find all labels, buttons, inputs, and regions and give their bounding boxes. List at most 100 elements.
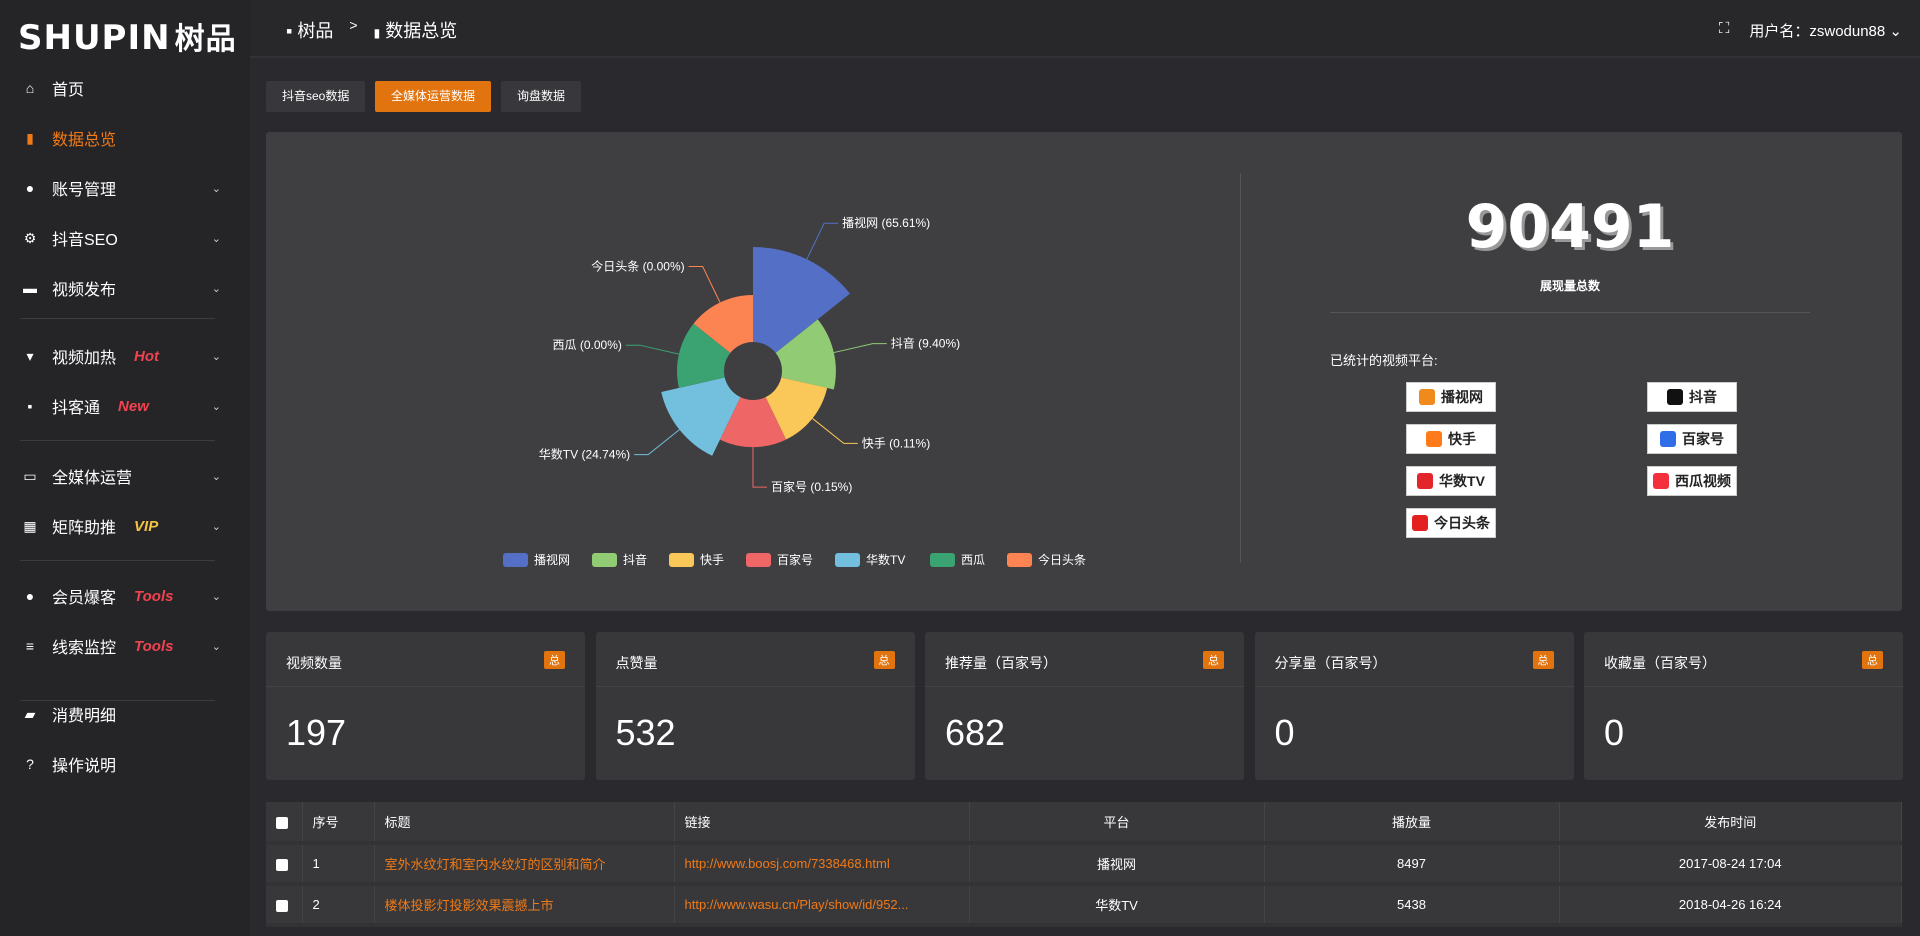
slice-label: 华数TV (24.74%) [539,447,630,462]
sidebar-item[interactable]: ▪ 抖客通 New ⌄ [0,386,245,426]
legend-swatch[interactable] [592,553,617,567]
legend-label[interactable]: 西瓜 [961,553,985,567]
pie-slice[interactable] [765,377,828,440]
row-plays: 8497 [1264,843,1560,886]
divider [20,318,215,319]
sidebar-item[interactable]: ≡ 线索监控 Tools ⌄ [0,626,245,666]
tab-douyin-seo[interactable]: 抖音seo数据 [266,81,366,112]
row-index: 1 [302,843,375,886]
legend-label[interactable]: 抖音 [623,552,647,567]
sidebar-item-label: 消费明细 [52,708,117,725]
slice-label: 西瓜 (0.00%) [553,338,622,352]
row-checkbox[interactable] [276,858,288,871]
sidebar-item[interactable]: ▦ 矩阵助推 VIP ⌄ [0,506,245,546]
sidebar-item-label: 视频发布 [52,282,117,299]
stat-badge: 总 [1532,651,1554,669]
legend-label[interactable]: 快手 [700,553,724,567]
stat-badge: 总 [544,651,565,669]
legend-swatch[interactable] [746,553,771,567]
stat-value: 197 [286,712,347,753]
pie-slice[interactable] [693,295,753,353]
col-plays: 播放量 [1264,802,1560,845]
divider [1330,312,1810,313]
legend-swatch[interactable] [930,553,955,567]
label-leader-line [752,447,767,488]
sidebar-item[interactable]: ● 会员爆客 Tools ⌄ [0,576,245,616]
platform-icon [1419,389,1435,405]
sidebar-item[interactable]: ▾ 视频加热 Hot ⌄ [0,336,245,376]
sidebar-item[interactable]: ⚙ 抖音SEO ⌄ [0,218,245,258]
legend-swatch[interactable] [503,553,528,567]
sidebar-item[interactable]: ⌂ 首页 [0,68,245,108]
stat-value: 0 [1604,712,1625,753]
row-title-link[interactable]: 室外水纹灯和室内水纹灯的区别和简介 [374,843,675,886]
col-title: 标题 [374,802,675,845]
pie-slice[interactable] [775,319,836,390]
platforms-label: 已统计的视频平台: [1330,353,1438,368]
row-publish-time: 2018-04-26 16:24 [1559,884,1902,927]
row-checkbox[interactable] [276,899,288,912]
legend-label[interactable]: 今日头条 [1038,552,1086,567]
video-camera-icon: ▬ [23,280,37,296]
chevron-down-icon: ⌄ [211,590,221,603]
stat-badge: 总 [1203,651,1224,669]
slice-label: 百家号 (0.15%) [771,479,852,494]
sidebar-item[interactable]: ▬ 视频发布 ⌄ [0,268,245,308]
sidebar-item[interactable]: ▭ 全媒体运营 ⌄ [0,456,245,496]
user-icon: ● [25,180,35,196]
tab-inquiry[interactable]: 询盘数据 [501,81,582,112]
platform-name: 快手 [1448,431,1476,447]
breadcrumb-current-label: 数据总览 [385,21,458,41]
tab-all-media[interactable]: 全媒体运营数据 [375,81,492,112]
fullscreen-icon[interactable]: ⛶ [1718,20,1730,37]
row-title-link[interactable]: 楼体投影灯投影效果震撼上市 [374,884,675,927]
pie-slice[interactable] [719,397,787,448]
sidebar-item-label: 会员爆客 [52,590,117,607]
col-link: 链接 [674,802,970,845]
legend-swatch[interactable] [1007,553,1032,567]
col-platform: 平台 [969,802,1265,845]
sidebar-item[interactable]: ● 账号管理 ⌄ [0,168,245,208]
divider [20,700,215,701]
breadcrumb-home[interactable]: ▪ 树品 [286,21,334,41]
top-bar: ▪ 树品 > ▮ 数据总览 ⛶ 用户名：zswodun88 ⌄ [250,0,1920,58]
platform-name: 播视网 [1441,389,1483,405]
chevron-down-icon: ⌄ [211,640,221,653]
select-all-checkbox[interactable] [276,816,288,829]
chevron-down-icon: ⌄ [211,282,221,295]
sidebar-item[interactable]: ? 操作说明 [0,744,245,784]
sidebar-item[interactable]: ▮ 数据总览 [0,118,245,158]
breadcrumb-current: ▮ 数据总览 [374,17,458,43]
legend-swatch[interactable] [835,553,860,567]
stat-value: 682 [945,712,1006,753]
sidebar-item-label: 线索监控 [52,640,117,657]
logo[interactable]: SHUPIN 树品 [18,14,237,58]
rose-pie-chart: 播视网 (65.61%) 抖音 (9.40%) 快手 (0.11%) 百家号 (0.1… [503,215,1086,567]
sidebar-item-tag: New [118,397,149,415]
pie-slice[interactable] [661,377,741,456]
sidebar-item[interactable]: ▰ 消费明细 [0,694,245,734]
user-menu[interactable]: 用户名：zswodun88 ⌄ [1749,20,1902,41]
legend-label[interactable]: 播视网 [534,552,570,567]
divider [1240,173,1241,563]
divider [20,440,215,441]
platform-icon [1667,389,1683,405]
slice-label: 今日头条 (0.00%) [591,258,684,273]
platform-logo: 快手 [1406,424,1496,454]
chevron-down-icon: ⌄ [211,182,221,195]
stat-title: 分享量（百家号） [1274,655,1387,671]
row-publish-time: 2017-08-24 17:04 [1559,843,1902,886]
col-index: 序号 [302,802,375,845]
legend-label[interactable]: 华数TV [866,552,905,567]
label-leader-line [833,343,887,354]
legend-label[interactable]: 百家号 [777,552,813,567]
legend-swatch[interactable] [669,553,694,567]
row-url-link[interactable]: http://www.boosj.com/7338468.html [674,843,970,886]
label-leader-line [688,265,721,303]
logo-text: SHUPIN [18,18,171,58]
pie-slice[interactable] [676,323,731,388]
row-url-link[interactable]: http://www.wasu.cn/Play/show/id/952... [674,884,970,927]
table-row: 2 楼体投影灯投影效果震撼上市 http://www.wasu.cn/Play/… [266,884,1902,927]
pie-slice[interactable] [753,247,850,353]
chevron-down-icon: ⌄ [1889,23,1902,40]
